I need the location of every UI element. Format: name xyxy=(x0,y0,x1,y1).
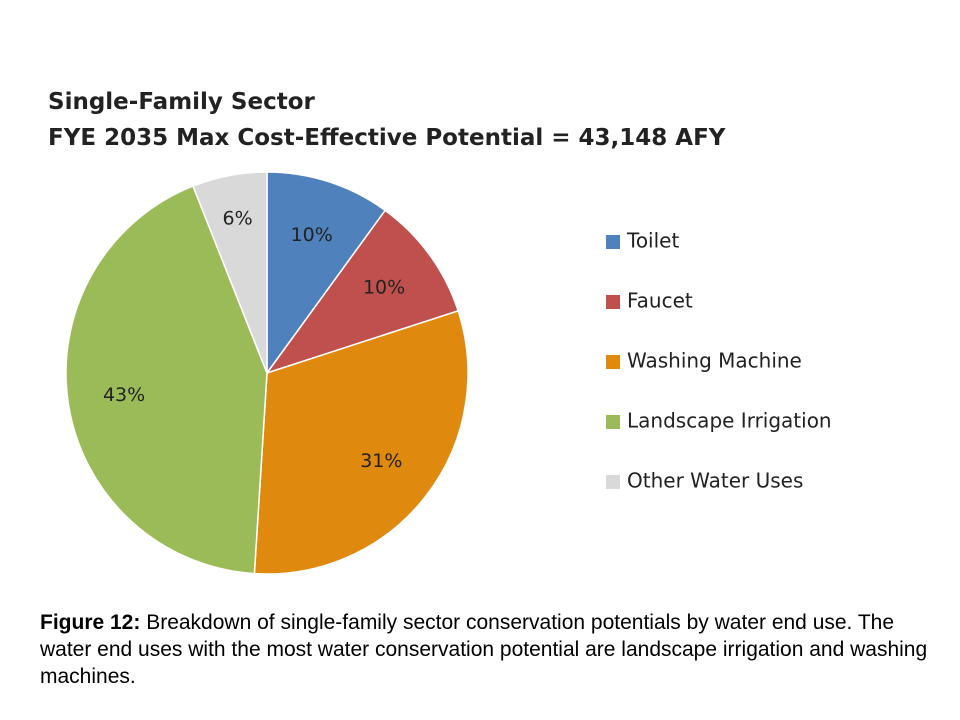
data-label-faucet: 10% xyxy=(363,276,405,298)
chart-title-block: Single-Family Sector FYE 2035 Max Cost-E… xyxy=(48,84,725,156)
legend-swatch-washing-machine xyxy=(606,355,620,369)
chart-subtitle: FYE 2035 Max Cost-Effective Potential = … xyxy=(48,125,726,151)
legend-swatch-other-water-uses xyxy=(606,475,620,489)
legend-swatch-landscape-irrigation xyxy=(606,415,620,429)
pie-slice-washing-machine xyxy=(253,309,469,575)
legend-swatch-faucet xyxy=(606,295,620,309)
legend-label-faucet: Faucet xyxy=(627,289,693,313)
data-label-landscape-irrigation: 43% xyxy=(103,384,145,406)
legend-label-washing-machine: Washing Machine xyxy=(627,349,802,373)
pie-slice-faucet xyxy=(265,209,460,375)
pie-slice-landscape-irrigation xyxy=(65,185,268,575)
pie-slice-toilet xyxy=(266,171,387,376)
figure-caption: Figure 12: Breakdown of single-family se… xyxy=(40,609,930,690)
legend-swatch-toilet xyxy=(606,235,620,249)
pie-slice-other-water-uses xyxy=(192,171,268,374)
legend-label-landscape-irrigation: Landscape Irrigation xyxy=(627,409,832,433)
data-label-toilet: 10% xyxy=(291,224,333,246)
legend-label-toilet: Toilet xyxy=(626,229,679,253)
caption-label: Figure 12: xyxy=(40,611,141,634)
data-label-washing-machine: 31% xyxy=(360,450,402,472)
caption-text: Breakdown of single-family sector conser… xyxy=(40,611,928,688)
pie-chart: 10% 10% 31% 43% 6% Toilet Faucet Washing Machin… xyxy=(65,171,832,575)
data-label-other-water-uses: 6% xyxy=(223,207,253,229)
chart-title: Single-Family Sector xyxy=(48,89,315,115)
legend-label-other-water-uses: Other Water Uses xyxy=(627,469,803,493)
